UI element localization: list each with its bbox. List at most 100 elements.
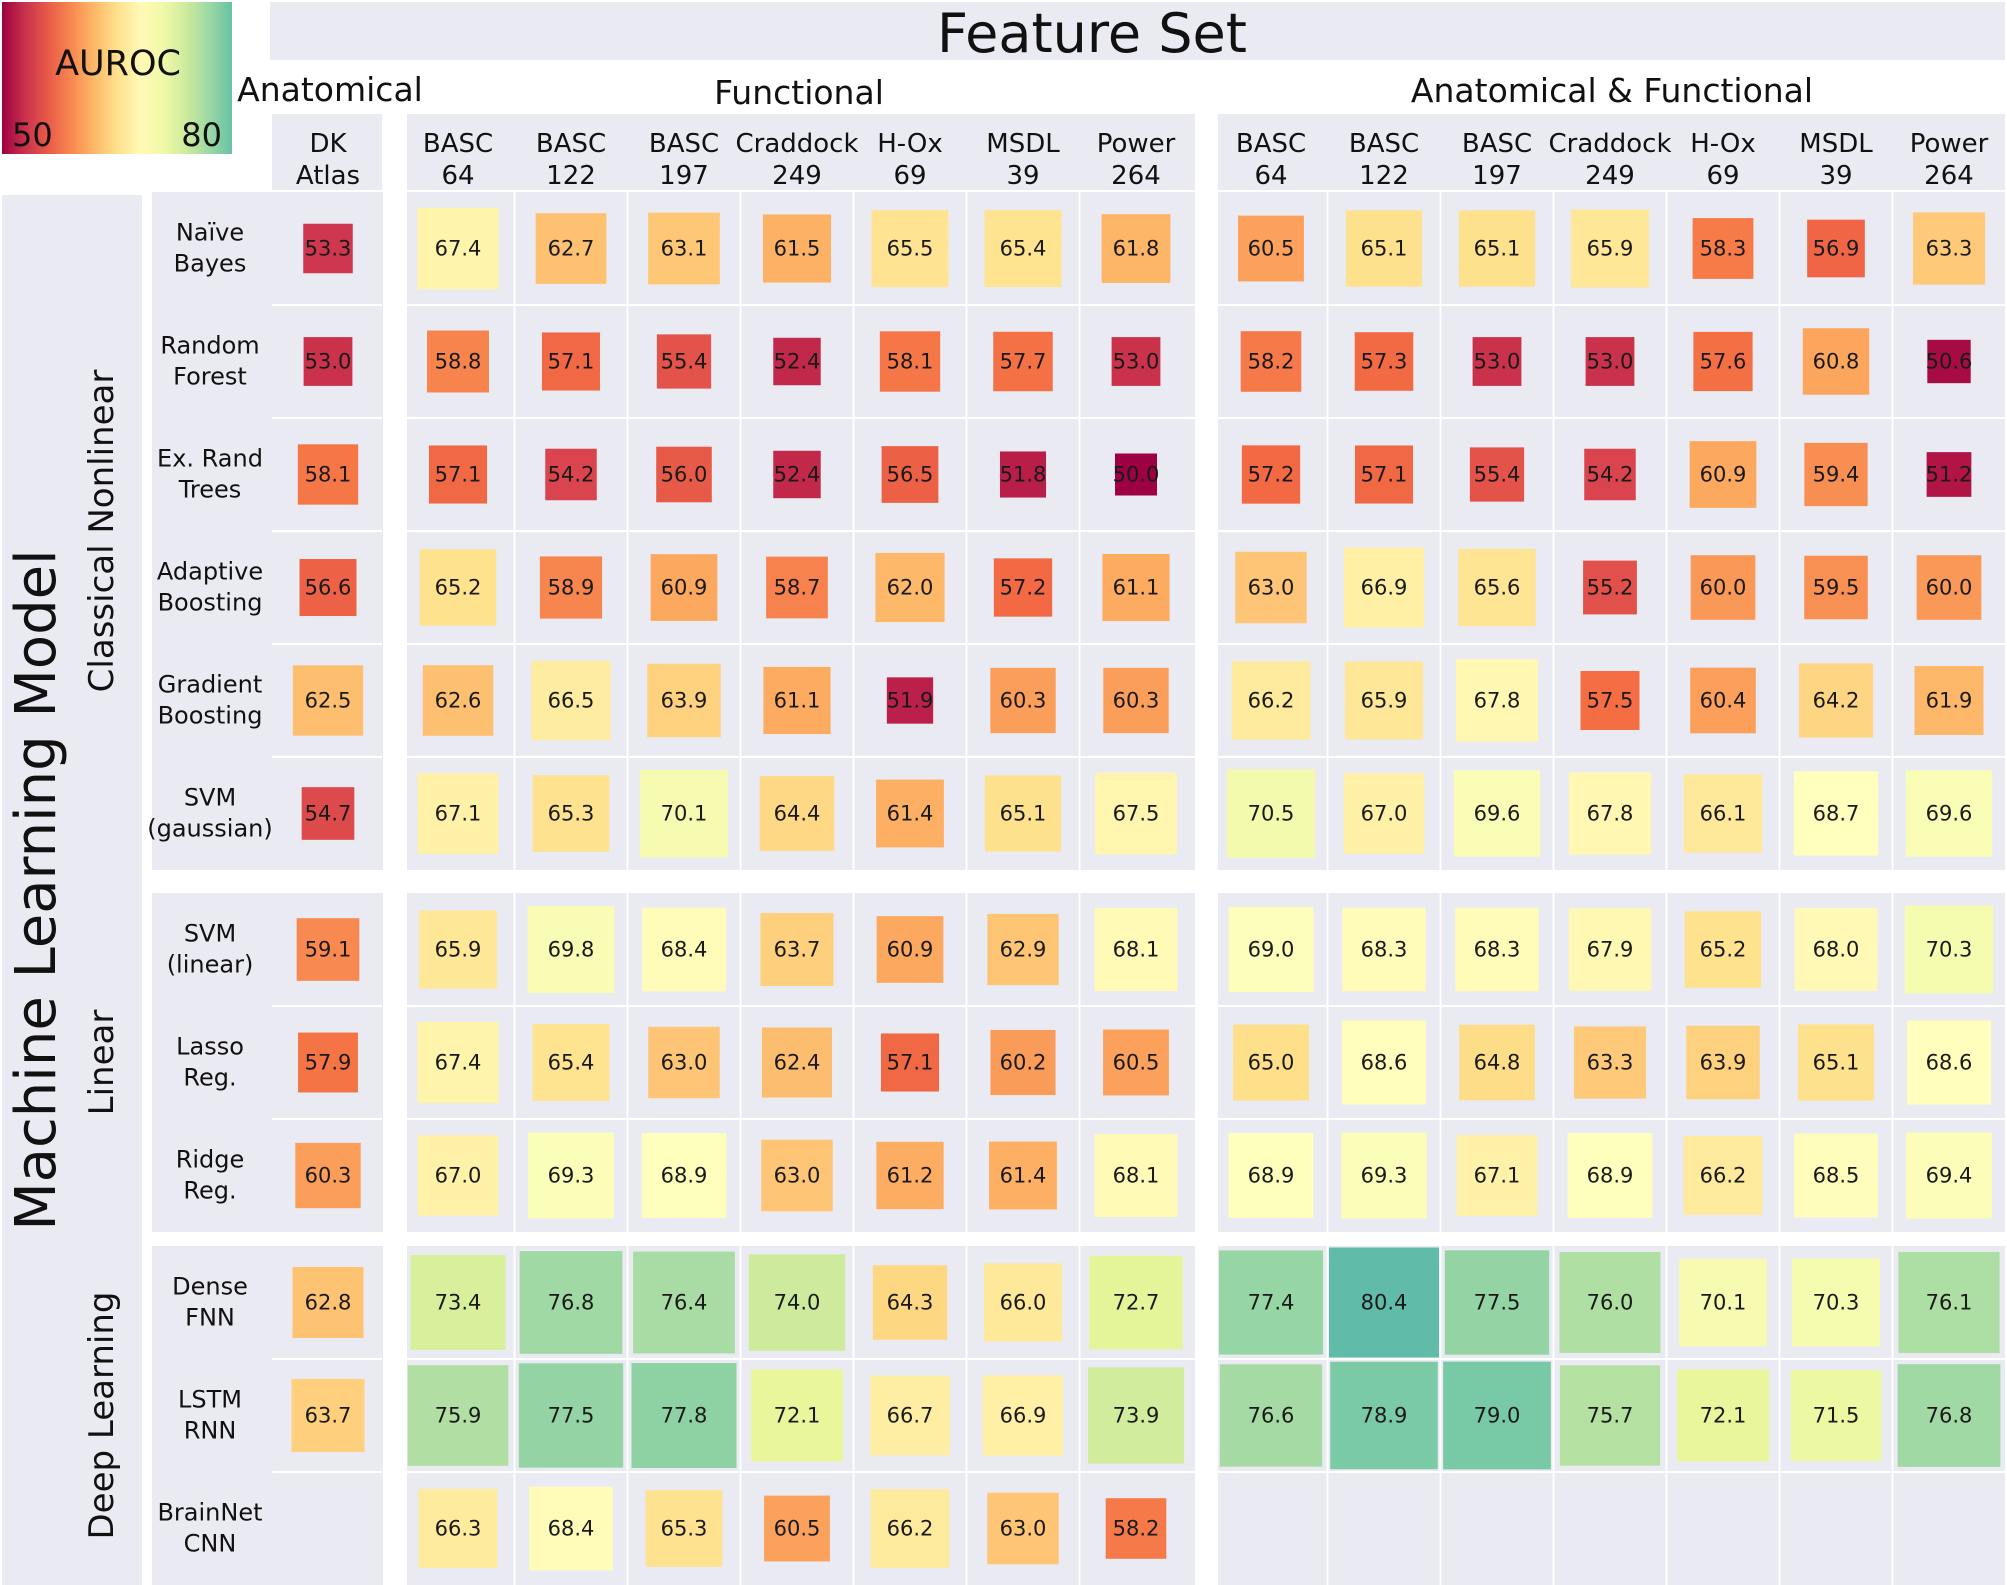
cell-value-label: 64.4 [774, 802, 821, 826]
cell-value-label: 77.5 [1474, 1291, 1521, 1315]
column-label-line: 264 [1924, 161, 1974, 191]
column-label-line: Craddock [1548, 129, 1671, 159]
cell-value-label: 61.9 [1926, 689, 1973, 713]
cell-value-label: 58.1 [887, 350, 934, 374]
row-label-line: Boosting [158, 589, 263, 617]
row-label: Lasso Reg. [176, 1033, 244, 1092]
heatmap-cell [987, 913, 1059, 986]
row-group-separator [145, 192, 152, 870]
column-label: Craddock 249 [1548, 129, 1671, 191]
cell-value-label: 61.1 [774, 689, 821, 713]
column-label: Craddock 249 [735, 129, 858, 191]
row-label: Dense FNN [172, 1273, 248, 1332]
cell-value-label: 60.5 [1113, 1051, 1160, 1075]
heatmap-cell [764, 1495, 830, 1562]
column-label-line: BASC [423, 129, 493, 159]
cell-value-label: 65.2 [435, 576, 482, 600]
column-label-line: 64 [1254, 161, 1287, 191]
cell-value-label: 79.0 [1474, 1404, 1521, 1428]
heatmap-cell [419, 549, 497, 626]
column-label: DK Atlas [296, 129, 360, 191]
heatmap-cell [1906, 1132, 1992, 1219]
heatmap-cell [1905, 770, 1993, 857]
row-label-line: (gaussian) [147, 815, 272, 843]
heatmap-cell [527, 906, 615, 993]
cell-value-label: 64.2 [1813, 689, 1860, 713]
cell-value-label: 68.4 [548, 1517, 595, 1541]
cell-value-label: 76.0 [1587, 1291, 1634, 1315]
column-label-line: H-Ox [1690, 129, 1756, 159]
row-label: Ridge Reg. [176, 1146, 245, 1205]
cell-value-label: 68.6 [1361, 1051, 1408, 1075]
col-header-band-anatomical-functional [1218, 114, 2005, 190]
cell-value-label: 63.3 [1587, 1051, 1634, 1075]
heatmap-cell [999, 451, 1047, 498]
cell-value-label: 67.4 [435, 237, 482, 261]
heatmap-cell [1459, 1024, 1535, 1101]
cell-value-label: 51.2 [1926, 463, 1973, 487]
cell-value-label: 56.5 [887, 463, 934, 487]
row-label: Naïve Bayes [174, 219, 247, 278]
heatmap-cell [1897, 1364, 2001, 1467]
heatmap-cell [1443, 1361, 1551, 1470]
heatmap-cell [983, 1263, 1063, 1342]
cell-value-label: 65.1 [1474, 237, 1521, 261]
column-label-line: 69 [1706, 161, 1739, 191]
cell-value-label: 63.3 [1926, 237, 1973, 261]
cell-value-label: 57.6 [1700, 350, 1747, 374]
heatmap-cells: 53.3 67.4 62.7 63.1 61.5 65.5 65.4 61.8 60.5 65.1… [291, 207, 2001, 1571]
heatmap-cell [641, 1133, 727, 1218]
heatmap-cell [303, 223, 353, 274]
heatmap-cell [299, 559, 357, 616]
heatmap-cell [1559, 1252, 1661, 1353]
cell-value-label: 77.5 [548, 1404, 595, 1428]
column-label-line: 39 [1819, 161, 1852, 191]
heatmap-cell [1458, 548, 1536, 627]
group-label-anatomical: Anatomical [237, 70, 423, 109]
heatmap-cell [990, 1029, 1056, 1096]
cell-value-label: 53.0 [305, 350, 352, 374]
heatmap-cell [761, 1139, 833, 1212]
colorbar: AUROC 50 80 [2, 2, 232, 154]
cell-value-label: 60.5 [774, 1517, 821, 1541]
cell-value-label: 63.0 [1000, 1517, 1047, 1541]
row-label-line: Ex. Rand [157, 445, 263, 473]
cell-value-label: 67.1 [435, 802, 482, 826]
heatmap-cell [1684, 911, 1762, 988]
row-label: BrainNet CNN [157, 1499, 262, 1558]
column-label: MSDL 39 [1799, 129, 1873, 191]
heatmap-cell [984, 775, 1062, 852]
heatmap-cell [1797, 1024, 1875, 1101]
heatmap-cell [1329, 1247, 1439, 1358]
heatmap-cell [1584, 448, 1636, 501]
heatmap-cell [1794, 1133, 1878, 1218]
cell-value-label: 58.2 [1113, 1517, 1160, 1541]
heatmap-cell [748, 1254, 846, 1351]
cell-value-label: 67.9 [1587, 938, 1634, 962]
heatmap-cell [535, 213, 607, 284]
heatmap-cell [1689, 441, 1757, 508]
heatmap-cell [645, 1490, 723, 1567]
heatmap-cell [1218, 1250, 1324, 1355]
heatmap-cell [1102, 553, 1170, 622]
cell-value-label: 53.0 [1113, 350, 1160, 374]
cell-value-label: 60.8 [1813, 350, 1860, 374]
heatmap-cell [407, 1365, 509, 1466]
cell-value-label: 62.6 [435, 689, 482, 713]
cell-value-label: 57.2 [1000, 576, 1047, 600]
cell-value-label: 65.3 [548, 802, 595, 826]
cell-value-label: 74.0 [774, 1291, 821, 1315]
cell-value-label: 63.7 [774, 938, 821, 962]
y-axis-title-band [2, 195, 142, 1585]
col-header-band-anatomical [272, 114, 382, 190]
cell-value-label: 61.1 [1113, 576, 1160, 600]
row-label-line: (linear) [167, 951, 254, 979]
heatmap-cell [1790, 1370, 1882, 1461]
cell-value-label: 73.9 [1113, 1404, 1160, 1428]
cell-value-label: 78.9 [1361, 1404, 1408, 1428]
cell-value-label: 65.2 [1700, 938, 1747, 962]
column-label-line: H-Ox [877, 129, 943, 159]
cell-value-label: 64.8 [1474, 1051, 1521, 1075]
cell-value-label: 65.9 [1587, 237, 1634, 261]
cell-value-label: 66.9 [1361, 576, 1408, 600]
